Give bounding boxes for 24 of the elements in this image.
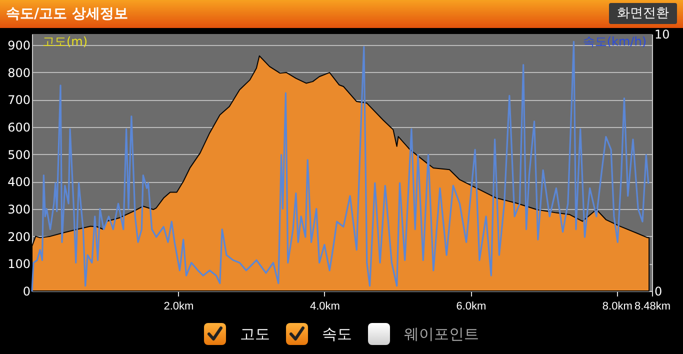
y-tick-label: 300: [8, 202, 30, 216]
text: 화면전환: [609, 3, 677, 24]
y-tick-label: 400: [8, 175, 30, 190]
legend-label: 고도: [240, 324, 270, 344]
x-tick-label: 8.0km: [602, 300, 632, 312]
y-axis-title: 고도(m): [42, 34, 88, 48]
y-tick-label: 600: [8, 120, 30, 134]
y2-tick-label: 0: [654, 284, 662, 298]
x-tick-label: 6.0km: [456, 300, 486, 312]
y-tick-label: 100: [8, 257, 30, 272]
y2-axis-title: 속도(km/h): [582, 34, 646, 48]
chart-title: 속도/고도 상세정보: [6, 5, 128, 23]
x-tick-label: 4.0km: [310, 300, 340, 312]
y-tick-label: 200: [8, 230, 30, 244]
y-tick-label: 800: [8, 66, 30, 80]
text: 웨이포인트: [404, 324, 479, 344]
y2-tick-label: 10: [654, 28, 670, 42]
x-tick-label: 2.0km: [164, 300, 194, 312]
y-tick-label: 0: [22, 284, 30, 298]
y-tick-label: 900: [8, 38, 30, 52]
y-tick-label: 500: [8, 148, 30, 162]
y-tick-label: 700: [8, 93, 30, 108]
legend-label: 속도: [322, 324, 352, 344]
x-tick-label: 8.48km: [634, 300, 671, 312]
